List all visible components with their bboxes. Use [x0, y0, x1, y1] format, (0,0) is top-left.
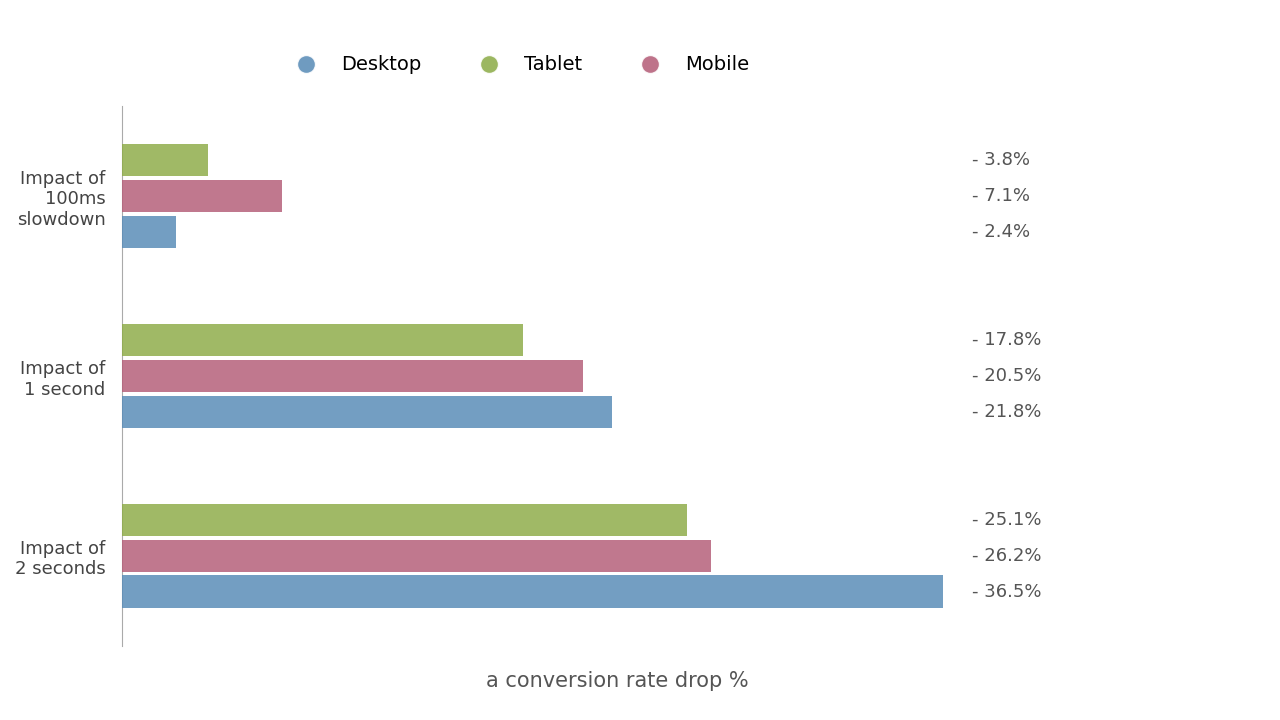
X-axis label: a conversion rate drop %: a conversion rate drop % [485, 670, 749, 690]
Bar [123, 575, 943, 608]
Text: - 21.8%: - 21.8% [972, 402, 1042, 420]
Legend: Desktop, Tablet, Mobile: Desktop, Tablet, Mobile [276, 46, 759, 84]
Bar [123, 396, 612, 428]
Text: - 7.1%: - 7.1% [972, 187, 1030, 205]
Text: - 26.2%: - 26.2% [972, 546, 1042, 564]
Bar [123, 144, 207, 176]
Bar [123, 180, 282, 212]
Text: - 36.5%: - 36.5% [972, 582, 1042, 600]
Bar [123, 216, 177, 248]
Bar [123, 360, 584, 392]
Bar [123, 539, 712, 572]
Text: - 25.1%: - 25.1% [972, 510, 1042, 528]
Text: - 20.5%: - 20.5% [972, 367, 1042, 385]
Text: - 2.4%: - 2.4% [972, 223, 1030, 241]
Text: - 3.8%: - 3.8% [972, 151, 1030, 169]
Bar [123, 503, 686, 536]
Bar [123, 324, 522, 356]
Text: - 17.8%: - 17.8% [972, 331, 1042, 349]
